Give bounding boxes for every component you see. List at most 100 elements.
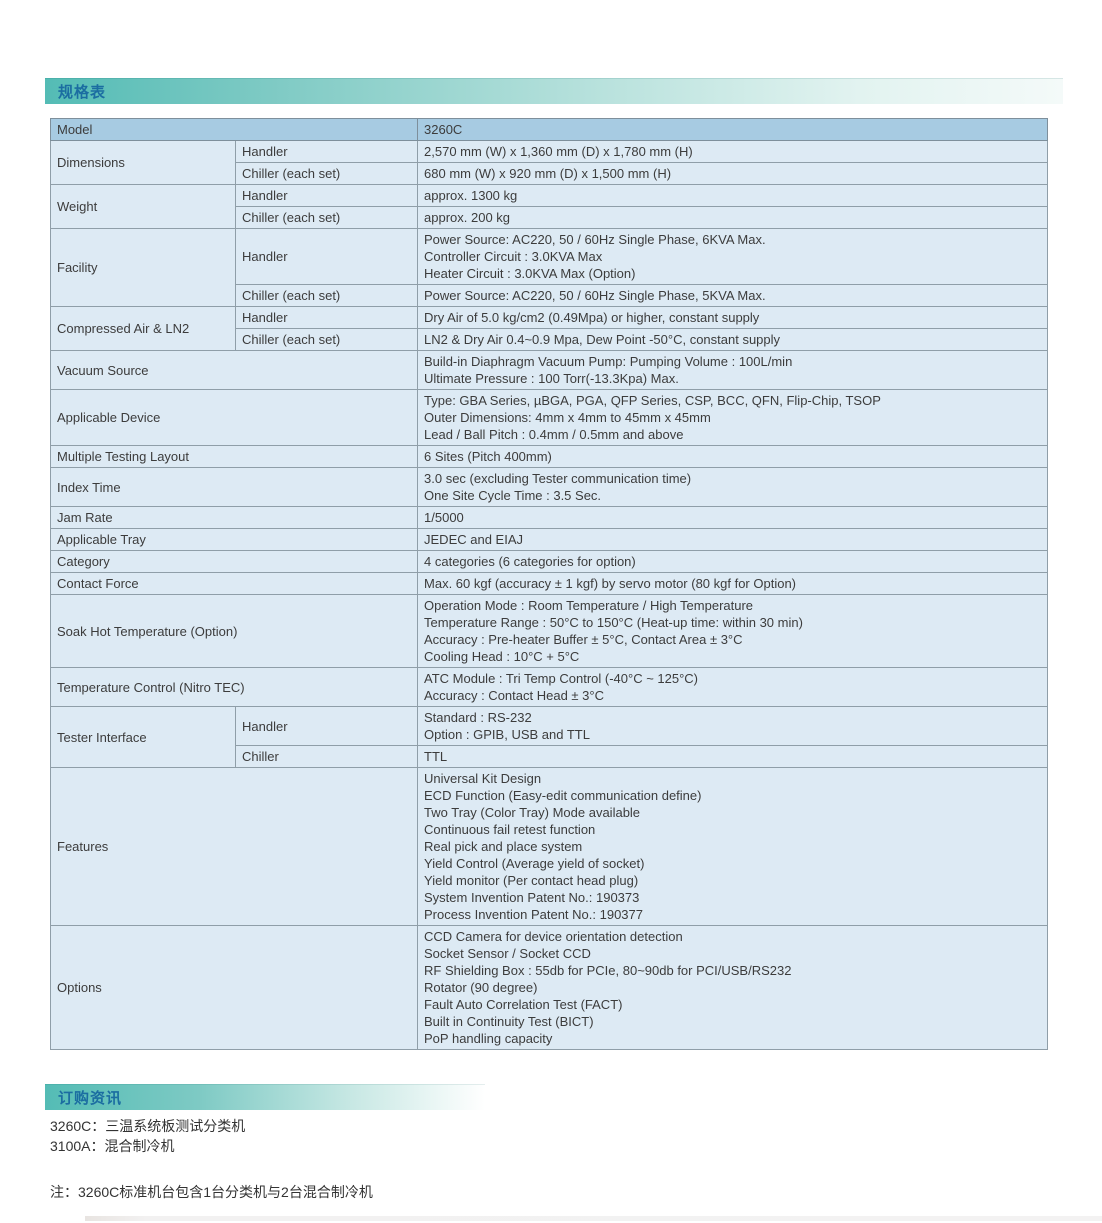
spec-value-line: Process Invention Patent No.: 190377 [424,907,643,922]
table-row: Contact Force Max. 60 kgf (accuracy ± 1 k… [49,572,1048,595]
spec-value-line: 3.0 sec (excluding Tester communication … [424,471,692,486]
table-row: Tester Interface Handler Standard : RS-232… [50,706,1048,768]
spec-value-cell: approx. 1300 kg [417,184,1048,207]
spec-value-cell: 6 Sites (Pitch 400mm) [417,445,1048,468]
table-row: Features Universal Kit Design ECD Function… [49,767,1048,926]
spec-value-cell: 680 mm (W) x 920 mm (D) x 1,500 mm (H) [417,162,1048,185]
spec-value-line: 1/5000 [424,510,464,525]
spec-label-cell: Weight [50,184,236,229]
order-line: 3260C：三温系统板测试分类机 [50,1118,246,1134]
table-row: Category 4 categories (6 categories for o… [49,550,1048,573]
spec-sub-cell: Chiller (each set) [234,284,419,307]
spec-value-cell: 1/5000 [417,506,1048,529]
spec-sub-cell: Handler [234,228,419,285]
spec-label-cell: Applicable Tray [49,528,419,551]
spec-label-cell: Vacuum Source [49,350,419,390]
spec-label-cell: Jam Rate [49,506,419,529]
table-row: Index Time 3.0 sec (excluding Tester comm… [49,467,1048,507]
spec-value-cell: Max. 60 kgf (accuracy ± 1 kgf) by servo … [417,572,1048,595]
spec-value-cell: 3260C [417,118,1048,141]
spec-value-line: Continuous fail retest function [424,822,596,837]
spec-section-header: 规格表 [45,78,1063,104]
spec-value-cell: Type: GBA Series, µBGA, PGA, QFP Series,… [417,389,1048,446]
spec-value-line: TTL [424,749,448,764]
spec-value-line: Option : GPIB, USB and TTL [424,727,590,742]
table-row: Chiller (each set) Power Source: AC220, 5… [51,284,1048,307]
spec-value-line: Max. 60 kgf (accuracy ± 1 kgf) by servo … [424,576,797,591]
table-row: Vacuum Source Build-in Diaphragm Vacuum P… [49,350,1048,390]
spec-sub-cell: Handler [234,140,419,163]
table-row: Temperature Control (Nitro TEC) ATC Modul… [49,667,1048,707]
spec-value-cell: LN2 & Dry Air 0.4~0.9 Mpa, Dew Point -50… [417,328,1048,351]
spec-value-cell: 3.0 sec (excluding Tester communication … [417,467,1048,507]
spec-label-cell: Options [49,925,419,1050]
table-row: Soak Hot Temperature (Option) Operation M… [49,594,1048,668]
spec-label-cell: Soak Hot Temperature (Option) [49,594,419,668]
spec-value-line: Two Tray (Color Tray) Mode available [424,805,641,820]
spec-value-line: 2,570 mm (W) x 1,360 mm (D) x 1,780 mm (… [424,144,693,159]
spec-value-line: approx. 200 kg [424,210,511,225]
table-row: Jam Rate 1/5000 [49,506,1048,529]
spec-value-line: Yield monitor (Per contact head plug) [424,873,639,888]
table-row: Dimensions Handler 2,570 mm (W) x 1,360 mm… [50,140,1048,185]
spec-value-cell: Build-in Diaphragm Vacuum Pump: Pumping … [417,350,1048,390]
spec-label-cell: Compressed Air & LN2 [50,306,236,351]
order-line: 3100A：混合制冷机 [50,1138,175,1154]
table-row: Applicable Device Type: GBA Series, µBGA,… [49,389,1048,446]
spec-value-line: Heater Circuit : 3.0KVA Max (Option) [424,266,636,281]
spec-value-line: Yield Control (Average yield of socket) [424,856,645,871]
spec-value-line: Temperature Range : 50°C to 150°C (Heat-… [424,615,803,630]
spec-value-cell: TTL [417,745,1048,768]
spec-value-line: Build-in Diaphragm Vacuum Pump: Pumping … [424,354,793,369]
spec-table: Model 3260C Dimensions Handler 2,570 mm (W) … [49,118,1048,1050]
table-row: Chiller (each set) 680 mm (W) x 920 mm (D… [51,162,1048,185]
spec-value-line: Socket Sensor / Socket CCD [424,946,591,961]
spec-value-cell: ATC Module : Tri Temp Control (-40°C ~ 1… [417,667,1048,707]
spec-value-line: Outer Dimensions: 4mm x 4mm to 45mm x 45… [424,410,711,425]
spec-value-line: 4 categories (6 categories for option) [424,554,636,569]
spec-table-body: Model 3260C Dimensions Handler 2,570 mm (W) … [49,118,1048,1050]
order-info-lines: 3260C：三温系统板测试分类机 3100A：混合制冷机 [50,1116,245,1156]
note-line: 注：3260C标准机台包含1台分类机与2台混合制冷机 [50,1184,373,1200]
spec-value-line: System Invention Patent No.: 190373 [424,890,640,905]
spec-value-line: Fault Auto Correlation Test (FACT) [424,997,623,1012]
spec-sub-cell: Chiller [234,745,419,768]
spec-value-line: One Site Cycle Time : 3.5 Sec. [424,488,602,503]
spec-section-title: 规格表 [58,83,107,101]
spec-value-line: Lead / Ball Pitch : 0.4mm / 0.5mm and ab… [424,427,684,442]
order-section-title: 订购资讯 [58,1089,123,1107]
table-row: Multiple Testing Layout 6 Sites (Pitch 40… [49,445,1048,468]
spec-label-cell: Dimensions [50,140,236,185]
spec-value-line: 3260C [424,122,463,137]
table-row: Compressed Air & LN2 Handler Dry Air of 5.… [50,306,1048,351]
spec-value-line: Rotator (90 degree) [424,980,538,995]
table-row: Applicable Tray JEDEC and EIAJ [49,528,1048,551]
spec-value-line: Cooling Head : 10°C + 5°C [424,649,580,664]
spec-label-cell: Contact Force [49,572,419,595]
spec-value-line: Built in Continuity Test (BICT) [424,1014,594,1029]
spec-sub-cell: Handler [234,184,419,207]
spec-value-line: Accuracy : Contact Head ± 3°C [424,688,604,703]
table-row: Weight Handler approx. 1300 kg [50,184,1048,229]
spec-value-line: approx. 1300 kg [424,188,518,203]
table-row: Facility Handler Power Source: AC220, 50 /… [50,228,1048,307]
spec-value-cell: Operation Mode : Room Temperature / High… [417,594,1048,668]
spec-label-cell: Features [49,767,419,926]
spec-value-line: Real pick and place system [424,839,583,854]
table-row: Chiller TTL [51,745,1048,768]
spec-value-cell: CCD Camera for device orientation detect… [417,925,1048,1050]
spec-value-line: Standard : RS-232 [424,710,532,725]
table-row: Chiller (each set) approx. 200 kg [51,206,1048,229]
spec-value-line: RF Shielding Box : 55db for PCIe, 80~90d… [424,963,792,978]
spec-value-line: ECD Function (Easy-edit communication de… [424,788,702,803]
spec-value-cell: Power Source: AC220, 50 / 60Hz Single Ph… [417,284,1048,307]
spec-value-line: Type: GBA Series, µBGA, PGA, QFP Series,… [424,393,881,408]
spec-value-cell: Standard : RS-232 Option : GPIB, USB and … [417,706,1048,746]
spec-value-line: 6 Sites (Pitch 400mm) [424,449,552,464]
spec-sub-cell: Handler [234,706,419,746]
order-section-header: 订购资讯 [45,1084,485,1110]
spec-value-cell: 2,570 mm (W) x 1,360 mm (D) x 1,780 mm (… [417,140,1048,163]
spec-value-cell: JEDEC and EIAJ [417,528,1048,551]
spec-label-cell: Temperature Control (Nitro TEC) [49,667,419,707]
spec-value-line: LN2 & Dry Air 0.4~0.9 Mpa, Dew Point -50… [424,332,781,347]
